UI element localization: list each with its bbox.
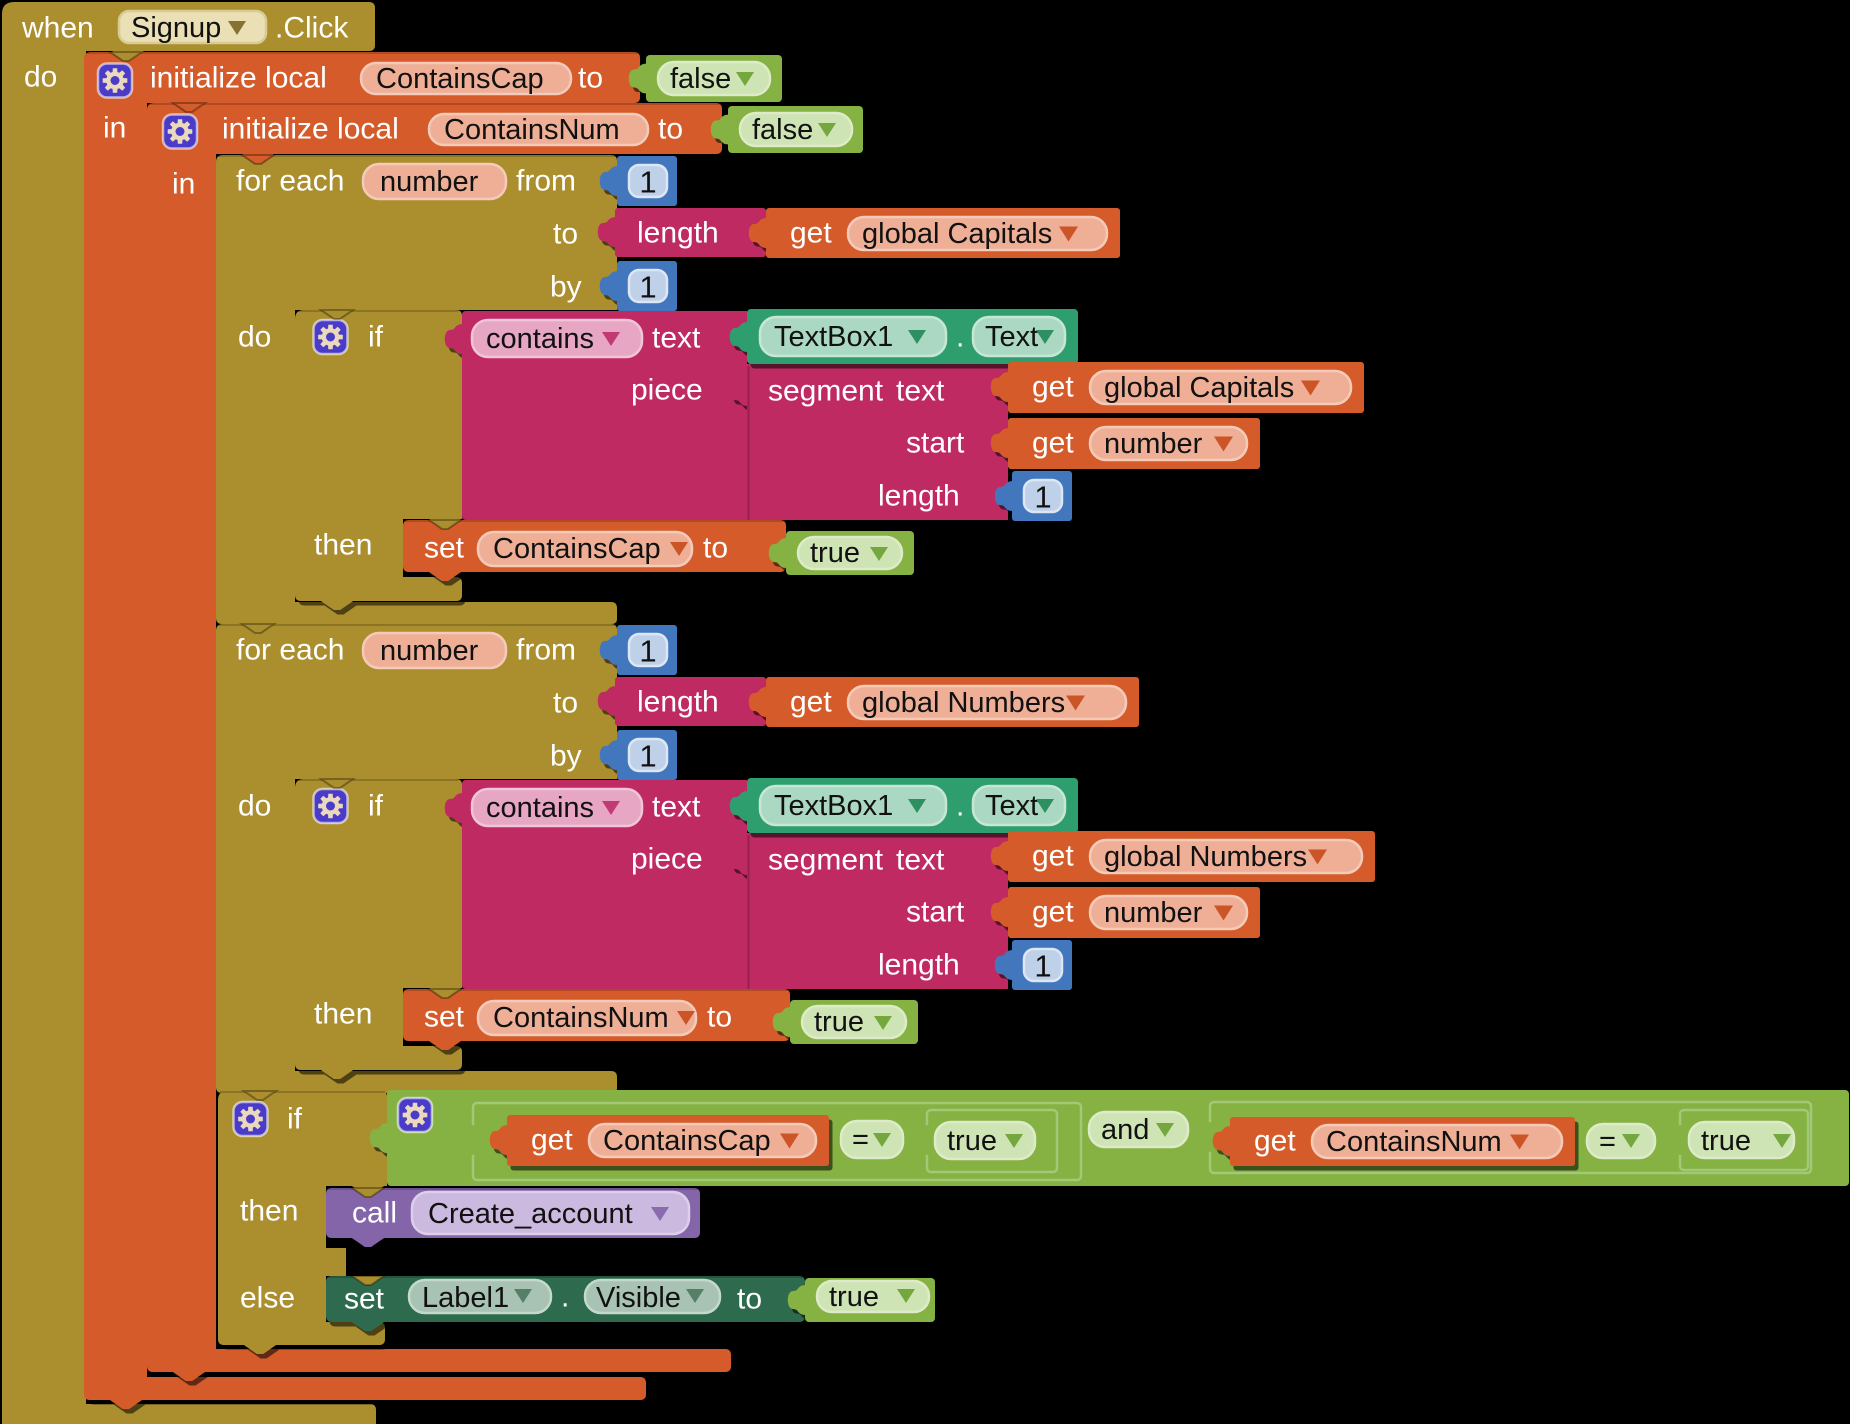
svg-text:then: then xyxy=(314,529,372,562)
svg-text:TextBox1: TextBox1 xyxy=(774,790,893,822)
svg-text:then: then xyxy=(240,1195,298,1228)
svg-text:false: false xyxy=(752,114,813,146)
svg-text:global Capitals: global Capitals xyxy=(862,218,1052,250)
svg-text:when: when xyxy=(21,12,94,45)
svg-text:else: else xyxy=(240,1282,295,1315)
svg-text:if: if xyxy=(287,1103,303,1136)
svg-text:ContainsNum: ContainsNum xyxy=(1326,1126,1502,1158)
svg-text:Create_account: Create_account xyxy=(428,1198,633,1230)
svg-text:do: do xyxy=(238,790,271,823)
svg-text:.: . xyxy=(956,790,964,823)
svg-text:to: to xyxy=(553,687,578,720)
svg-text:segment: segment xyxy=(768,375,884,408)
svg-text:ContainsNum: ContainsNum xyxy=(493,1002,669,1034)
svg-text:global Capitals: global Capitals xyxy=(1104,372,1294,404)
svg-text:start: start xyxy=(906,896,965,929)
svg-text:by: by xyxy=(550,740,582,773)
svg-text:by: by xyxy=(550,271,582,304)
svg-text:text: text xyxy=(896,844,945,877)
svg-text:ContainsNum: ContainsNum xyxy=(444,114,620,146)
svg-text:get: get xyxy=(1254,1125,1296,1158)
svg-text:get: get xyxy=(1032,371,1074,404)
svg-text:text: text xyxy=(896,375,945,408)
svg-text:segment: segment xyxy=(768,844,884,877)
svg-text:TextBox1: TextBox1 xyxy=(774,321,893,353)
svg-text:.: . xyxy=(956,321,964,354)
svg-text:number: number xyxy=(380,635,479,667)
svg-text:to: to xyxy=(707,1001,732,1034)
svg-text:number: number xyxy=(1104,428,1203,460)
svg-text:for each: for each xyxy=(236,634,344,667)
svg-text:text: text xyxy=(652,322,701,355)
svg-text:global Numbers: global Numbers xyxy=(862,687,1065,719)
svg-text:ContainsCap: ContainsCap xyxy=(493,533,661,565)
svg-text:global Numbers: global Numbers xyxy=(1104,841,1307,873)
svg-text:1: 1 xyxy=(1034,480,1051,515)
svg-text:ContainsCap: ContainsCap xyxy=(376,63,544,95)
svg-text:length: length xyxy=(637,686,719,719)
svg-text:contains: contains xyxy=(486,792,594,824)
svg-text:text: text xyxy=(652,791,701,824)
svg-text:ContainsCap: ContainsCap xyxy=(603,1125,771,1157)
svg-text:to: to xyxy=(553,218,578,251)
svg-text:do: do xyxy=(24,61,57,94)
svg-text:and: and xyxy=(1101,1114,1149,1146)
svg-text:true: true xyxy=(810,537,860,569)
svg-text:true: true xyxy=(829,1281,879,1313)
svg-text:1: 1 xyxy=(639,270,656,305)
svg-text:from: from xyxy=(516,634,576,667)
svg-text:contains: contains xyxy=(486,323,594,355)
svg-text:set: set xyxy=(424,1001,465,1034)
svg-text:number: number xyxy=(1104,897,1203,929)
svg-text:in: in xyxy=(103,112,126,145)
svg-text:Visible: Visible xyxy=(596,1282,681,1314)
svg-text:get: get xyxy=(790,686,832,719)
svg-text:for each: for each xyxy=(236,165,344,198)
svg-text:.: . xyxy=(561,1281,569,1314)
svg-text:=: = xyxy=(852,1124,869,1156)
svg-text:if: if xyxy=(368,790,384,823)
svg-text:piece: piece xyxy=(631,374,703,407)
svg-text:set: set xyxy=(344,1283,385,1316)
svg-text:to: to xyxy=(703,532,728,565)
svg-text:length: length xyxy=(878,949,960,982)
svg-text:1: 1 xyxy=(1034,949,1051,984)
svg-text:initialize local: initialize local xyxy=(150,62,327,95)
svg-text:true: true xyxy=(947,1125,997,1157)
svg-text:to: to xyxy=(658,113,683,146)
svg-text:Text: Text xyxy=(985,321,1038,353)
svg-text:piece: piece xyxy=(631,843,703,876)
svg-text:initialize local: initialize local xyxy=(222,113,399,146)
svg-text:length: length xyxy=(637,217,719,250)
svg-text:number: number xyxy=(380,166,479,198)
svg-text:=: = xyxy=(1599,1126,1616,1158)
svg-text:get: get xyxy=(1032,427,1074,460)
svg-text:from: from xyxy=(516,165,576,198)
svg-text:get: get xyxy=(1032,896,1074,929)
svg-text:then: then xyxy=(314,998,372,1031)
svg-text:to: to xyxy=(737,1283,762,1316)
svg-text:.Click: .Click xyxy=(275,12,349,45)
svg-text:get: get xyxy=(531,1124,573,1157)
svg-text:1: 1 xyxy=(639,739,656,774)
svg-text:start: start xyxy=(906,427,965,460)
svg-text:true: true xyxy=(1701,1125,1751,1157)
svg-text:do: do xyxy=(238,321,271,354)
svg-text:call: call xyxy=(352,1197,397,1230)
svg-text:false: false xyxy=(670,63,731,95)
svg-text:Text: Text xyxy=(985,790,1038,822)
svg-text:1: 1 xyxy=(639,634,656,669)
svg-text:get: get xyxy=(790,217,832,250)
svg-text:to: to xyxy=(578,62,603,95)
svg-text:length: length xyxy=(878,480,960,513)
svg-text:Label1: Label1 xyxy=(422,1282,509,1314)
svg-text:in: in xyxy=(172,168,195,201)
svg-text:1: 1 xyxy=(639,165,656,200)
svg-text:if: if xyxy=(368,321,384,354)
svg-text:true: true xyxy=(814,1006,864,1038)
svg-text:get: get xyxy=(1032,840,1074,873)
svg-text:Signup: Signup xyxy=(131,12,221,44)
svg-text:set: set xyxy=(424,532,465,565)
